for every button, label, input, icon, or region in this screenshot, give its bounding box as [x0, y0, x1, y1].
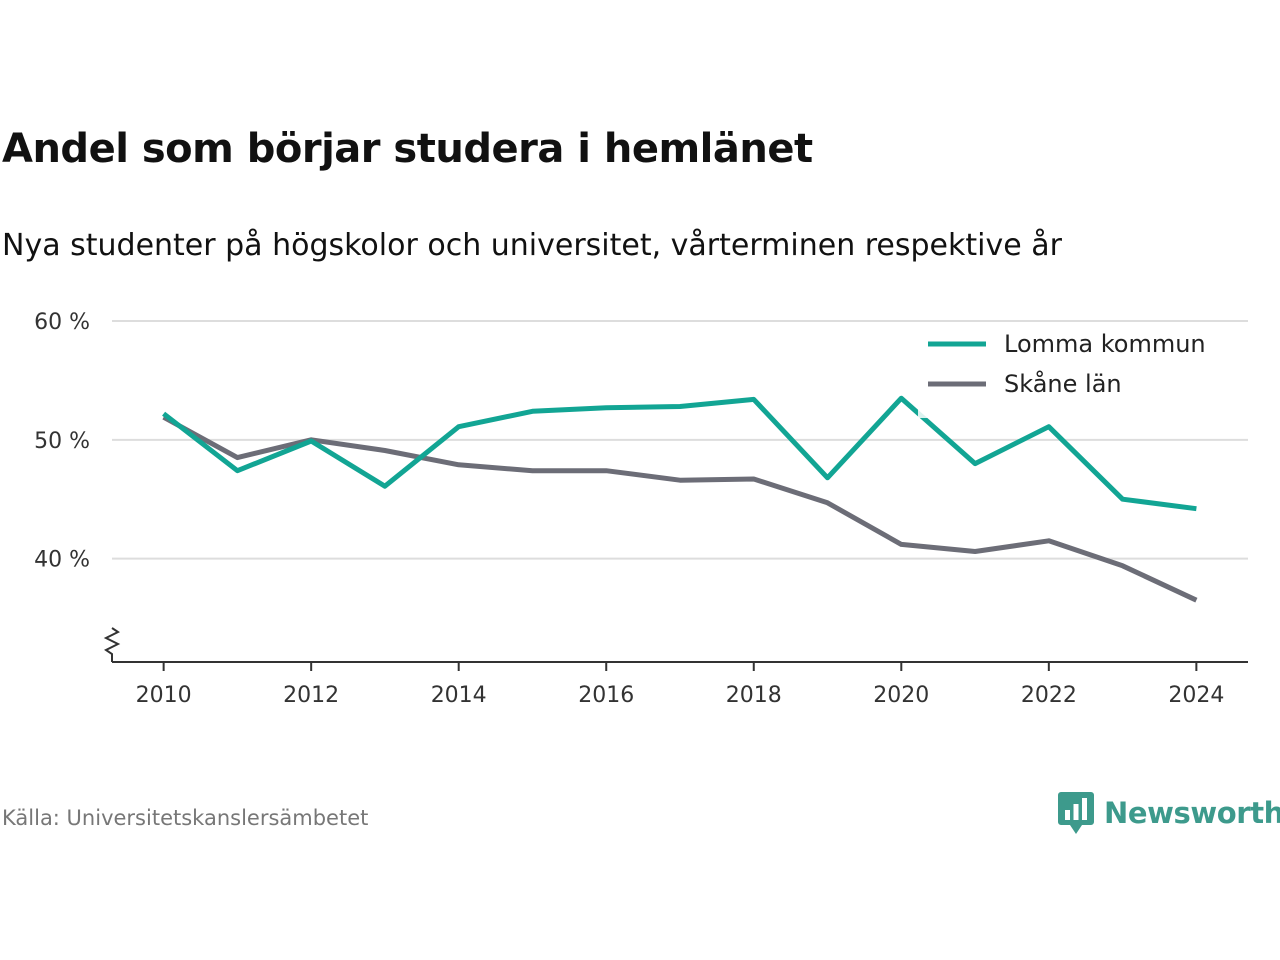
x-tick-label: 2018	[726, 683, 782, 708]
chart-subtitle: Nya studenter på högskolor och universit…	[2, 228, 1062, 263]
x-tick-label: 2010	[136, 683, 192, 708]
source-note: Källa: Universitetskanslersämbetet	[2, 806, 369, 830]
x-tick-label: 2022	[1021, 683, 1077, 708]
x-tick-label: 2012	[283, 683, 339, 708]
y-tick-label: 50 %	[34, 429, 90, 454]
x-tick-label: 2016	[578, 683, 634, 708]
legend-item-lomma-kommun-label: Lomma kommun	[1004, 330, 1206, 358]
y-tick-label: 40 %	[34, 548, 90, 573]
y-tick-label: 60 %	[34, 310, 90, 335]
chart-title: Andel som börjar studera i hemlänet	[2, 126, 813, 172]
x-tick-label: 2014	[431, 683, 487, 708]
legend-item-skane-lan-label: Skåne län	[1004, 369, 1122, 398]
y-axis-break-icon	[103, 627, 121, 662]
x-tick-label: 2020	[873, 683, 929, 708]
brand-name: Newsworthy	[1104, 796, 1280, 830]
series-line-skane-lan	[162, 415, 1198, 603]
newsworthy-logo-icon	[1058, 792, 1094, 834]
series-line-lomma-kommun	[162, 395, 1197, 512]
x-tick-label: 2024	[1168, 683, 1224, 708]
brand: Newsworthy	[1058, 790, 1280, 836]
